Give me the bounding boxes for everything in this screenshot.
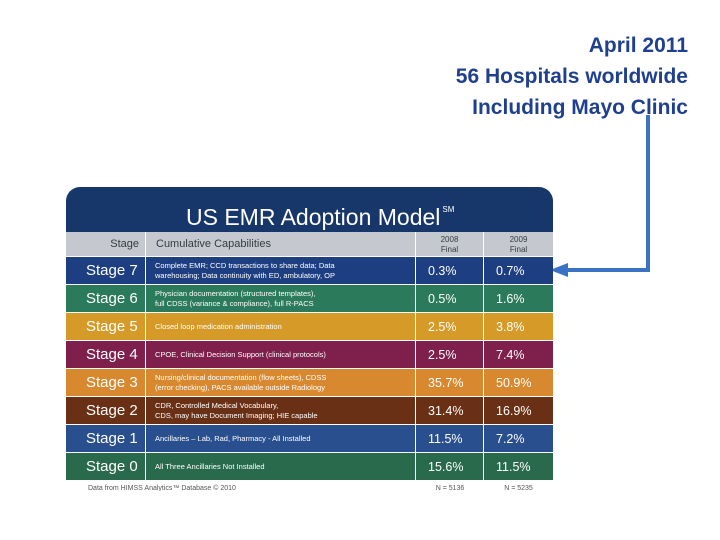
value-2009: 1.6% [496, 292, 525, 306]
value-2009: 16.9% [496, 404, 532, 418]
table-title-text: US EMR Adoption Model [186, 204, 441, 230]
sample-size-2008: N = 5136 [435, 485, 465, 491]
capabilities-cell: Ancillaries – Lab, Rad, Pharmacy - All I… [146, 425, 416, 452]
sample-size-2009: N = 5235 [504, 485, 533, 491]
table-row: Stage 3 Nursing/clinical documentation (f… [66, 369, 553, 397]
value-2009: 0.7% [496, 264, 525, 278]
header-2009-sub: Final [509, 245, 528, 254]
connector-line-horizontal [566, 268, 650, 272]
arrow-left-icon [550, 263, 568, 277]
table-row: Stage 1 Ancillaries – Lab, Rad, Pharmacy … [66, 425, 553, 453]
value-2008: 15.6% [416, 453, 484, 480]
emr-adoption-table: US EMR Adoption Model SM Stage Cumulative… [66, 187, 553, 491]
capability-line: Complete EMR; CCD transactions to share … [155, 261, 335, 270]
capabilities-cell: Closed loop medication administration [146, 313, 416, 340]
table-row: Stage 6 Physician documentation (structur… [66, 285, 553, 313]
callout-line-date: April 2011 [588, 34, 688, 57]
capability-line: warehousing; Data continuity with ED, am… [155, 271, 335, 280]
stage-label: Stage 1 [66, 425, 146, 452]
table-row: Stage 4 CPOE, Clinical Decision Support (… [66, 341, 553, 369]
value-2008: 35.7% [416, 369, 484, 396]
table-footer: Data from HIMSS Analytics™ Database © 20… [66, 481, 553, 491]
capabilities-cell: Complete EMR; CCD transactions to share … [146, 257, 416, 284]
value-2009: 3.8% [496, 320, 525, 334]
data-source-note: Data from HIMSS Analytics™ Database © 20… [88, 485, 236, 491]
value-2009: 50.9% [496, 376, 532, 390]
capability-line: Ancillaries – Lab, Rad, Pharmacy - All I… [155, 434, 311, 443]
callout-line-count: 56 Hospitals worldwide [455, 65, 688, 88]
capability-line: CPOE, Clinical Decision Support (clinica… [155, 350, 326, 359]
table-row: Stage 5 Closed loop medication administra… [66, 313, 553, 341]
value-2009: 11.5% [496, 460, 531, 474]
table-title: US EMR Adoption Model SM [66, 187, 553, 232]
capability-line: All Three Ancillaries Not Installed [155, 462, 265, 471]
connector-line-vertical [646, 115, 650, 272]
value-2008: 2.5% [416, 313, 484, 340]
callout-line-mayo: Including Mayo Clinic [472, 96, 688, 119]
capabilities-cell: All Three Ancillaries Not Installed [146, 453, 416, 480]
capability-line: full CDSS (variance & compliance), full … [155, 299, 314, 308]
stage-label: Stage 0 [66, 453, 146, 480]
value-2008: 31.4% [416, 397, 484, 424]
service-mark: SM [442, 205, 455, 214]
capabilities-cell: CPOE, Clinical Decision Support (clinica… [146, 341, 416, 368]
value-2009: 7.4% [496, 348, 525, 362]
stage-label: Stage 7 [66, 257, 146, 284]
table-row: Stage 2 CDR, Controlled Medical Vocabular… [66, 397, 553, 425]
capability-line: (error checking), PACS available outside… [155, 383, 325, 392]
header-capabilities: Cumulative Capabilities [146, 232, 416, 256]
header-stage: Stage [66, 232, 146, 256]
stage-label: Stage 6 [66, 285, 146, 312]
table-header-row: Stage Cumulative Capabilities 2008 Final… [66, 232, 553, 257]
value-2008: 0.3% [416, 257, 484, 284]
stage-label: Stage 2 [66, 397, 146, 424]
capability-line: Physician documentation (structured temp… [155, 289, 316, 298]
capabilities-cell: Physician documentation (structured temp… [146, 285, 416, 312]
value-2008: 0.5% [416, 285, 484, 312]
stage-label: Stage 3 [66, 369, 146, 396]
table-row: Stage 0 All Three Ancillaries Not Install… [66, 453, 553, 481]
capabilities-cell: Nursing/clinical documentation (flow she… [146, 369, 416, 396]
stage-label: Stage 4 [66, 341, 146, 368]
header-2009-year: 2009 [509, 235, 528, 244]
capability-line: CDS, may have Document Imaging; HIE capa… [155, 411, 318, 420]
header-2009: 2009 Final [484, 232, 553, 256]
header-2008: 2008 Final [416, 232, 484, 256]
capabilities-cell: CDR, Controlled Medical Vocabulary, CDS, … [146, 397, 416, 424]
header-2008-year: 2008 [440, 235, 459, 244]
header-2008-sub: Final [440, 245, 459, 254]
value-2008: 2.5% [416, 341, 484, 368]
stage-label: Stage 5 [66, 313, 146, 340]
table-body: Stage 7 Complete EMR; CCD transactions to… [66, 257, 553, 481]
capability-line: Nursing/clinical documentation (flow she… [155, 373, 327, 382]
capability-line: Closed loop medication administration [155, 322, 282, 331]
table-row: Stage 7 Complete EMR; CCD transactions to… [66, 257, 553, 285]
capability-line: CDR, Controlled Medical Vocabulary, [155, 401, 279, 410]
callout-text: April 2011 56 Hospitals worldwide Includ… [358, 30, 688, 123]
value-2008: 11.5% [416, 425, 484, 452]
value-2009: 7.2% [496, 432, 525, 446]
